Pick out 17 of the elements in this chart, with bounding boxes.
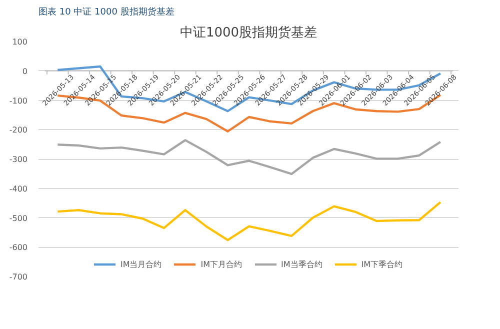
- y-tick-label: -300: [9, 155, 28, 164]
- y-tick-label: -600: [9, 243, 28, 252]
- line-series: [56, 139, 442, 176]
- text: 图表 10 中证 1000 股指期货基差: [38, 6, 174, 18]
- line-series: [56, 201, 442, 242]
- legend-label: IM当季合约: [281, 258, 322, 270]
- chart-title: 中证1000股指期货基差: [180, 26, 318, 40]
- y-tick-label: 100: [12, 38, 28, 46]
- y-tick-label: -700: [9, 272, 28, 282]
- legend-label: IM下季合约: [361, 258, 403, 270]
- legend-label: IM当月合约: [120, 258, 162, 270]
- y-tick-label: -500: [9, 214, 28, 223]
- y-tick-label: -200: [9, 126, 28, 135]
- legend-label: IM下月合约: [200, 258, 242, 270]
- y-tick-label: -400: [9, 184, 28, 194]
- y-tick-label: 0: [22, 66, 28, 76]
- y-tick-label: -100: [9, 96, 28, 106]
